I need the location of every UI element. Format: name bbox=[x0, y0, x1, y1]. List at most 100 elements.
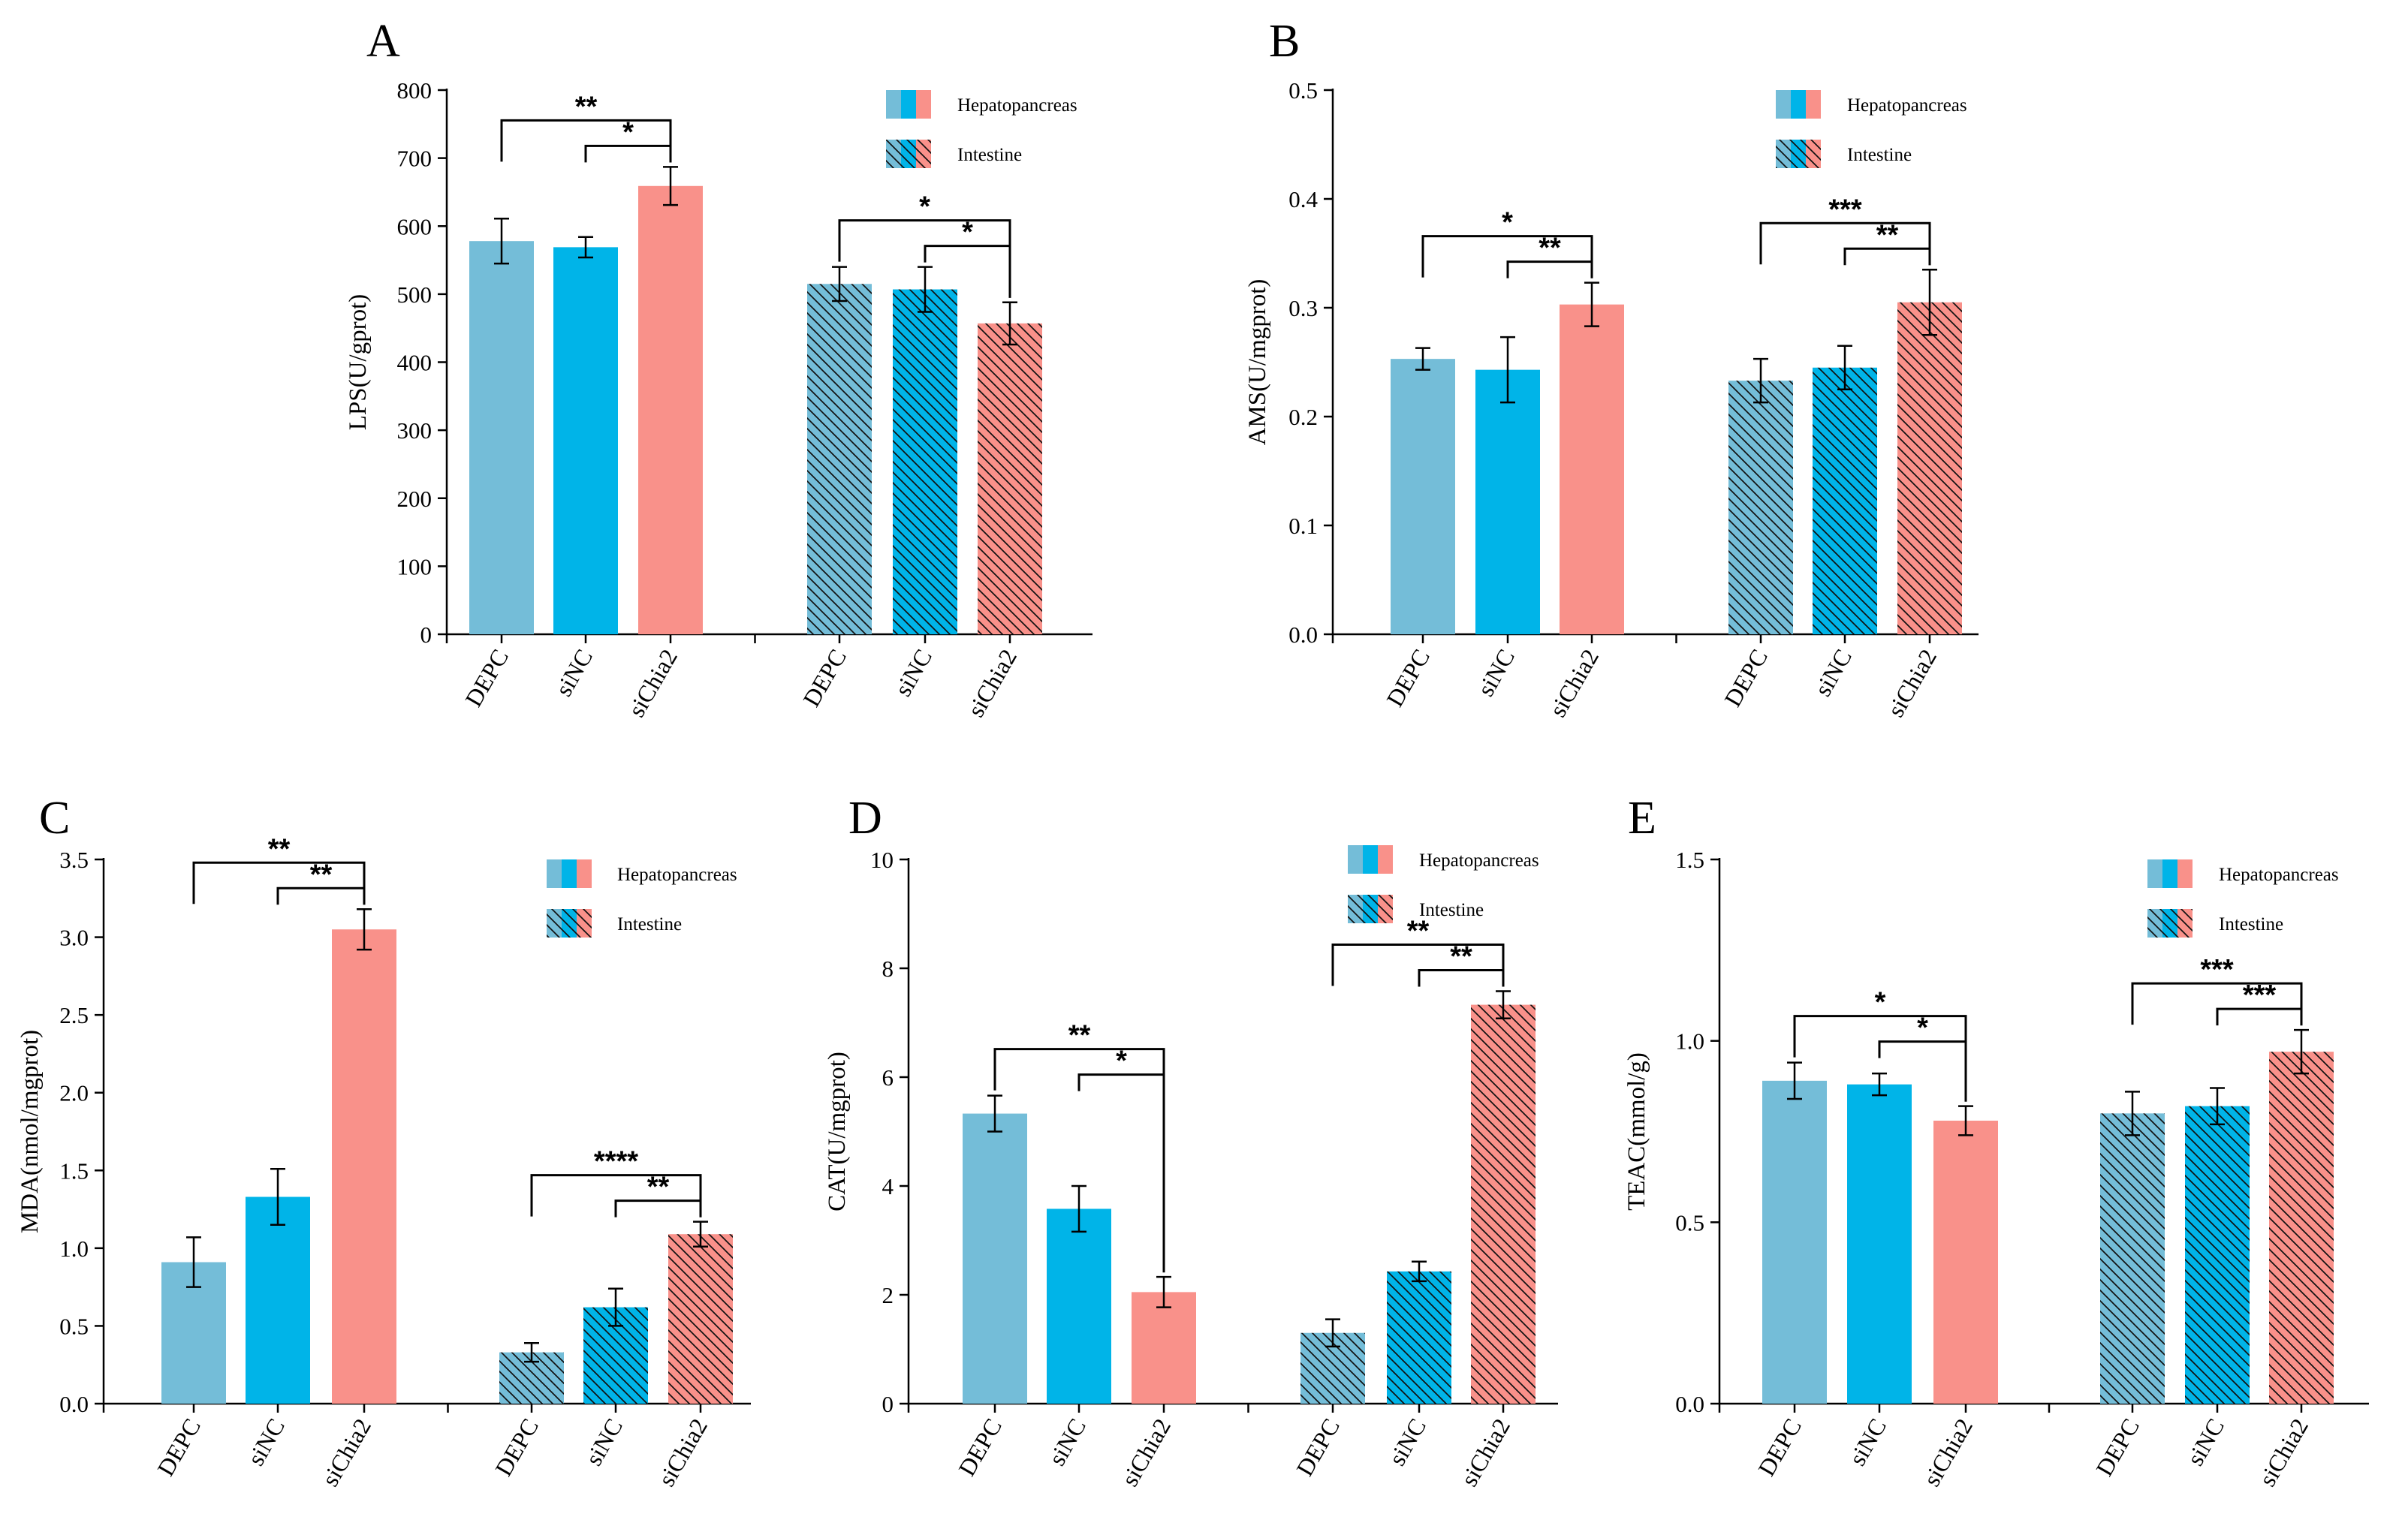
significance-bracket bbox=[1506, 260, 1593, 278]
significance-bracket bbox=[924, 245, 1011, 298]
legend-swatch-intestine bbox=[1791, 140, 1806, 168]
significance-label: **** bbox=[594, 1146, 638, 1178]
x-tick-label: siNC bbox=[1472, 645, 1520, 701]
y-tick-label: 400 bbox=[397, 350, 432, 376]
y-tick-label: 0.2 bbox=[1288, 404, 1318, 430]
legend-swatch-hepatopancreas bbox=[1806, 90, 1821, 119]
significance-label: * bbox=[962, 217, 973, 248]
y-tick-label: 2.5 bbox=[59, 1002, 89, 1028]
y-axis-label: TEAC(mmol/g) bbox=[1623, 1052, 1650, 1211]
y-tick-label: 0.5 bbox=[1288, 77, 1318, 104]
legend-swatch-hepatopancreas bbox=[916, 90, 931, 119]
significance-bracket bbox=[1759, 221, 1931, 266]
legend-swatch-intestine bbox=[1348, 895, 1363, 923]
legend-label-intestine: Intestine bbox=[2219, 914, 2283, 935]
x-tick-label: DEPC bbox=[797, 645, 851, 712]
significance-label: ** bbox=[1539, 233, 1561, 264]
chart-panel-A: A 0 100 200 300 400 500 600 700 800 LPS(U/gprot) DE… bbox=[345, 16, 1092, 721]
x-tick-label: siChia2 bbox=[2253, 1414, 2313, 1491]
chart-panel-B: B 0.0 0.1 0.2 0.3 0.4 0.5 AMS(U/mgprot) DEPC siNC… bbox=[1244, 16, 1979, 721]
significance-bracket bbox=[530, 1174, 702, 1218]
legend: Hepatopancreas Intestine bbox=[547, 859, 737, 938]
y-tick-label: 700 bbox=[397, 146, 432, 172]
legend-swatch-intestine bbox=[1776, 140, 1791, 168]
y-axis-label: AMS(U/mgprot) bbox=[1244, 279, 1271, 446]
significance-bracket bbox=[1077, 1073, 1165, 1273]
x-tick-label: siNC bbox=[580, 1414, 628, 1470]
y-tick-label: 0.0 bbox=[1675, 1391, 1704, 1417]
legend: Hepatopancreas Intestine bbox=[886, 90, 1077, 168]
significance-label: ** bbox=[1407, 915, 1430, 947]
y-tick-label: 0.5 bbox=[59, 1313, 89, 1339]
legend-label-intestine: Intestine bbox=[1419, 900, 1484, 920]
bar-hepatopancreas-sichia2 bbox=[638, 185, 703, 634]
significance-bracket bbox=[276, 886, 366, 905]
bar-hepatopancreas-depc bbox=[1391, 359, 1455, 634]
bar-intestine-sinc bbox=[2185, 1106, 2250, 1404]
significance-label: * bbox=[919, 191, 930, 223]
y-tick-label: 0 bbox=[420, 622, 432, 648]
legend-swatch-hepatopancreas bbox=[886, 90, 901, 119]
y-tick-label: 4 bbox=[882, 1173, 894, 1199]
significance-label: * bbox=[1116, 1046, 1127, 1077]
significance-bracket bbox=[1843, 247, 1931, 266]
x-tick-label: siChia2 bbox=[1116, 1414, 1176, 1491]
x-tick-label: siChia2 bbox=[1882, 645, 1942, 722]
bar-hepatopancreas-sichia2 bbox=[1132, 1292, 1196, 1404]
significance-label: * bbox=[622, 116, 634, 148]
y-axis-label: CAT(U/mgprot) bbox=[824, 1052, 851, 1211]
y-tick-label: 600 bbox=[397, 213, 432, 239]
y-tick-label: 1.5 bbox=[1675, 847, 1704, 873]
legend-label-intestine: Intestine bbox=[957, 145, 1022, 165]
bar-hepatopancreas-sichia2 bbox=[1560, 304, 1624, 634]
bar-hepatopancreas-sinc bbox=[1847, 1084, 1912, 1404]
y-tick-label: 3.5 bbox=[59, 847, 89, 873]
legend-swatch-hepatopancreas bbox=[2147, 859, 2162, 888]
bar-intestine-sichia2 bbox=[668, 1234, 733, 1404]
y-axis-label: MDA(nmol/mgprot) bbox=[17, 1030, 44, 1233]
legend-swatch-intestine bbox=[1806, 140, 1821, 168]
significance-label: ** bbox=[310, 859, 333, 890]
significance-label: *** bbox=[1828, 194, 1862, 225]
bar-intestine-depc bbox=[1728, 381, 1793, 634]
x-tick-label: siNC bbox=[1809, 645, 1857, 701]
x-tick-label: siNC bbox=[1383, 1414, 1431, 1470]
legend-label-hepatopancreas: Hepatopancreas bbox=[957, 95, 1077, 116]
significance-label: * bbox=[1502, 207, 1513, 239]
bar-intestine-sichia2 bbox=[1471, 1004, 1536, 1404]
legend-label-intestine: Intestine bbox=[617, 914, 682, 935]
significance-label: *** bbox=[2243, 980, 2277, 1011]
legend-swatch-intestine bbox=[562, 909, 577, 938]
legend-swatch-hepatopancreas bbox=[2162, 859, 2177, 888]
panel-letter: D bbox=[848, 793, 882, 844]
chart-panel-E: E 0.0 0.5 1.0 1.5 TEAC(mmol/g) DEPC siNC siChia2… bbox=[1623, 793, 2369, 1491]
significance-bracket bbox=[1878, 1040, 1967, 1102]
y-tick-label: 0.1 bbox=[1288, 513, 1318, 539]
bar-hepatopancreas-depc bbox=[1762, 1080, 1827, 1404]
legend-label-hepatopancreas: Hepatopancreas bbox=[2219, 865, 2339, 885]
x-tick-label: siChia2 bbox=[652, 1414, 713, 1491]
x-tick-label: siNC bbox=[1043, 1414, 1091, 1470]
legend-swatch-hepatopancreas bbox=[577, 859, 592, 888]
x-tick-label: siNC bbox=[2181, 1414, 2229, 1470]
x-tick-label: DEPC bbox=[1381, 645, 1435, 712]
legend-swatch-intestine bbox=[916, 140, 931, 168]
legend-label-hepatopancreas: Hepatopancreas bbox=[1847, 95, 1967, 116]
x-tick-label: siChia2 bbox=[316, 1414, 376, 1491]
significance-bracket bbox=[1418, 968, 1505, 987]
bar-intestine-depc bbox=[807, 284, 872, 634]
chart-panel-D: D 0 2 4 6 8 10 CAT(U/mgprot) DEPC siNC siChia2 DEPC… bbox=[824, 793, 1558, 1491]
bar-hepatopancreas-sinc bbox=[1475, 369, 1540, 634]
legend-swatch-hepatopancreas bbox=[2177, 859, 2193, 888]
y-axis-label: LPS(U/gprot) bbox=[345, 294, 372, 431]
x-tick-label: DEPC bbox=[953, 1414, 1007, 1481]
bar-intestine-sinc bbox=[1813, 367, 1877, 634]
y-tick-label: 0.0 bbox=[1288, 622, 1318, 648]
significance-bracket bbox=[2131, 982, 2303, 1026]
bar-hepatopancreas-sinc bbox=[553, 247, 618, 634]
legend-swatch-hepatopancreas bbox=[1776, 90, 1791, 119]
y-tick-label: 10 bbox=[870, 847, 894, 873]
legend-swatch-intestine bbox=[1363, 895, 1378, 923]
significance-label: ** bbox=[1876, 219, 1899, 251]
